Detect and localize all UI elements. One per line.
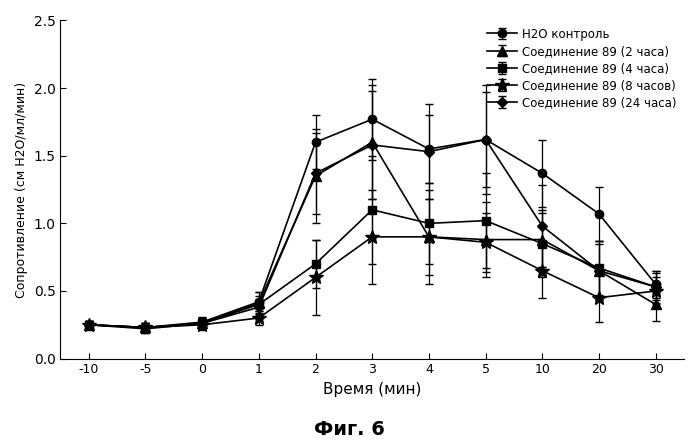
Text: Фиг. 6: Фиг. 6 (314, 420, 385, 439)
X-axis label: Время (мин): Время (мин) (323, 382, 421, 397)
Y-axis label: Сопротивление (см Н2О/мл/мин): Сопротивление (см Н2О/мл/мин) (15, 82, 28, 298)
Legend: H2O контроль, Соединение 89 (2 часа), Соединение 89 (4 часа), Соединение 89 (8 ч: H2O контроль, Соединение 89 (2 часа), Со… (482, 23, 682, 114)
